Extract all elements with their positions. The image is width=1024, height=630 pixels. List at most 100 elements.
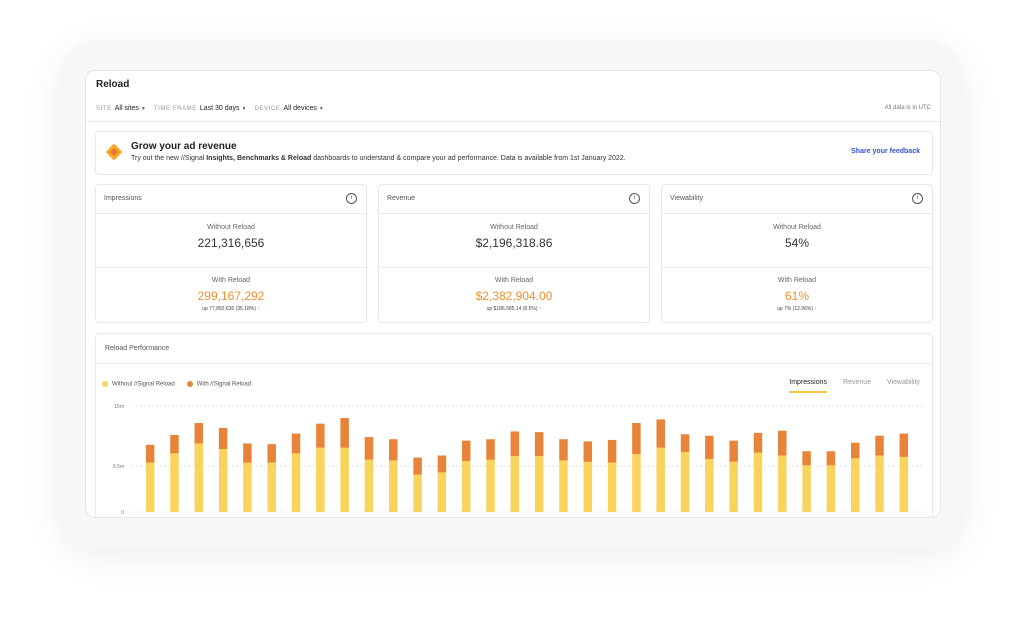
without-reload-value: $2,196,318.86 (475, 236, 553, 250)
delta-text: up 7% (12.96%) ↑ (662, 306, 932, 312)
bar-with-reload[interactable] (437, 455, 447, 473)
bar-without-reload[interactable] (850, 458, 860, 512)
bar-with-reload[interactable] (778, 430, 787, 456)
banner-title: Grow your ad revenue (131, 141, 237, 152)
bar-with-reload[interactable] (680, 434, 690, 452)
filter-bar: SITE All sites ▼ TIME FRAME Last 30 days ▼ D… (96, 105, 324, 112)
without-reload-label: Without Reload (490, 224, 538, 231)
bar-with-reload[interactable] (656, 419, 665, 448)
bar-with-reload[interactable] (486, 439, 495, 460)
bar-without-reload[interactable] (486, 459, 495, 512)
bar-without-reload[interactable] (340, 447, 349, 512)
bar-with-reload[interactable] (826, 451, 836, 466)
bar-without-reload[interactable] (875, 455, 884, 512)
without-reload-value: 54% (784, 236, 810, 250)
bar-with-reload[interactable] (389, 439, 398, 461)
bar-with-reload[interactable] (729, 440, 738, 462)
bar-without-reload[interactable] (632, 454, 641, 512)
bar-without-reload[interactable] (316, 447, 325, 512)
bar-without-reload[interactable] (510, 456, 520, 512)
filter-site[interactable]: SITE All sites ▼ (96, 105, 146, 112)
filter-device[interactable]: DEVICE All devices ▼ (254, 105, 323, 112)
bar-without-reload[interactable] (826, 465, 836, 512)
bar-without-reload[interactable] (437, 472, 447, 512)
banner-text: Try out the new //Signal Insights, Bench… (131, 155, 626, 162)
with-reload-label: With Reload (211, 277, 251, 284)
filter-timeframe-value: Last 30 days (199, 105, 240, 112)
bar-with-reload[interactable] (510, 431, 520, 457)
arrow-up-icon: ↑ (257, 306, 260, 312)
bar-without-reload[interactable] (461, 461, 471, 512)
bar-without-reload[interactable] (753, 452, 763, 512)
y-tick-label: 6.5m (113, 464, 124, 470)
dashboard-window: Reload SITE All sites ▼ TIME FRAME Last 30 … (85, 70, 941, 518)
tab-revenue[interactable]: Revenue (843, 379, 872, 386)
bar-with-reload[interactable] (218, 427, 228, 450)
bar-with-reload[interactable] (583, 441, 593, 462)
with-reload-label: With Reload (777, 277, 817, 284)
filter-timeframe-label: TIME FRAME (153, 106, 197, 112)
bar-with-reload[interactable] (364, 437, 374, 460)
bar-with-reload[interactable] (267, 444, 276, 463)
bar-with-reload[interactable] (753, 432, 763, 453)
bar-with-reload[interactable] (316, 423, 325, 448)
legend-item-without: Without //Signal Reload (102, 381, 175, 388)
share-feedback-link[interactable]: Share your feedback (851, 148, 920, 155)
tab-impressions[interactable]: Impressions (789, 379, 828, 393)
info-icon[interactable]: i (912, 193, 923, 204)
without-reload-value: 221,316,656 (197, 236, 265, 250)
bar-without-reload[interactable] (583, 461, 593, 512)
bar-with-reload[interactable] (291, 433, 301, 454)
bar-with-reload[interactable] (170, 434, 179, 454)
bar-with-reload[interactable] (145, 444, 155, 463)
bar-without-reload[interactable] (267, 462, 276, 512)
bar-without-reload[interactable] (899, 456, 909, 512)
bar-without-reload[interactable] (778, 455, 787, 512)
bar-without-reload[interactable] (680, 451, 690, 512)
bar-without-reload[interactable] (559, 460, 568, 512)
bar-without-reload[interactable] (170, 453, 179, 512)
bar-with-reload[interactable] (705, 435, 714, 459)
bar-without-reload[interactable] (534, 456, 544, 512)
bar-without-reload[interactable] (413, 474, 422, 512)
bar-with-reload[interactable] (461, 440, 471, 462)
bar-without-reload[interactable] (656, 447, 665, 512)
bar-without-reload[interactable] (364, 459, 374, 512)
legend-swatch-without (102, 381, 108, 387)
banner-text-start: Try out the new //Signal (131, 155, 207, 162)
bar-with-reload[interactable] (340, 418, 349, 448)
bar-with-reload[interactable] (534, 432, 544, 457)
bar-with-reload[interactable] (413, 457, 422, 475)
bar-with-reload[interactable] (850, 442, 860, 459)
bar-without-reload[interactable] (145, 462, 155, 512)
bar-with-reload[interactable] (802, 451, 811, 466)
bar-without-reload[interactable] (729, 461, 738, 512)
bar-with-reload[interactable] (632, 422, 641, 455)
bar-without-reload[interactable] (802, 465, 811, 512)
bar-with-reload[interactable] (607, 439, 617, 463)
chart-header-divider (96, 363, 932, 364)
card-title: Impressions (104, 195, 142, 202)
bar-with-reload[interactable] (194, 422, 204, 444)
card-header: Impressions i (96, 185, 366, 214)
bar-with-reload[interactable] (875, 435, 884, 456)
bar-without-reload[interactable] (389, 460, 398, 512)
bar-without-reload[interactable] (291, 453, 301, 512)
page-title: Reload (96, 79, 130, 90)
chevron-down-icon: ▼ (318, 106, 324, 112)
bar-with-reload[interactable] (243, 443, 252, 463)
bar-without-reload[interactable] (243, 462, 252, 512)
bar-with-reload[interactable] (559, 439, 568, 461)
bar-without-reload[interactable] (218, 449, 228, 512)
bar-without-reload[interactable] (607, 462, 617, 512)
info-icon[interactable]: i (346, 193, 357, 204)
bar-without-reload[interactable] (194, 443, 204, 512)
bar-with-reload[interactable] (899, 433, 909, 457)
metric-tabs: Impressions Revenue Viewability (789, 379, 920, 393)
without-reload-label: Without Reload (207, 224, 255, 231)
tab-viewability[interactable]: Viewability (887, 379, 920, 386)
filter-timeframe[interactable]: TIME FRAME Last 30 days ▼ (154, 105, 247, 112)
info-icon[interactable]: i (629, 193, 640, 204)
legend-label-without: Without //Signal Reload (112, 381, 175, 388)
bar-without-reload[interactable] (705, 459, 714, 512)
